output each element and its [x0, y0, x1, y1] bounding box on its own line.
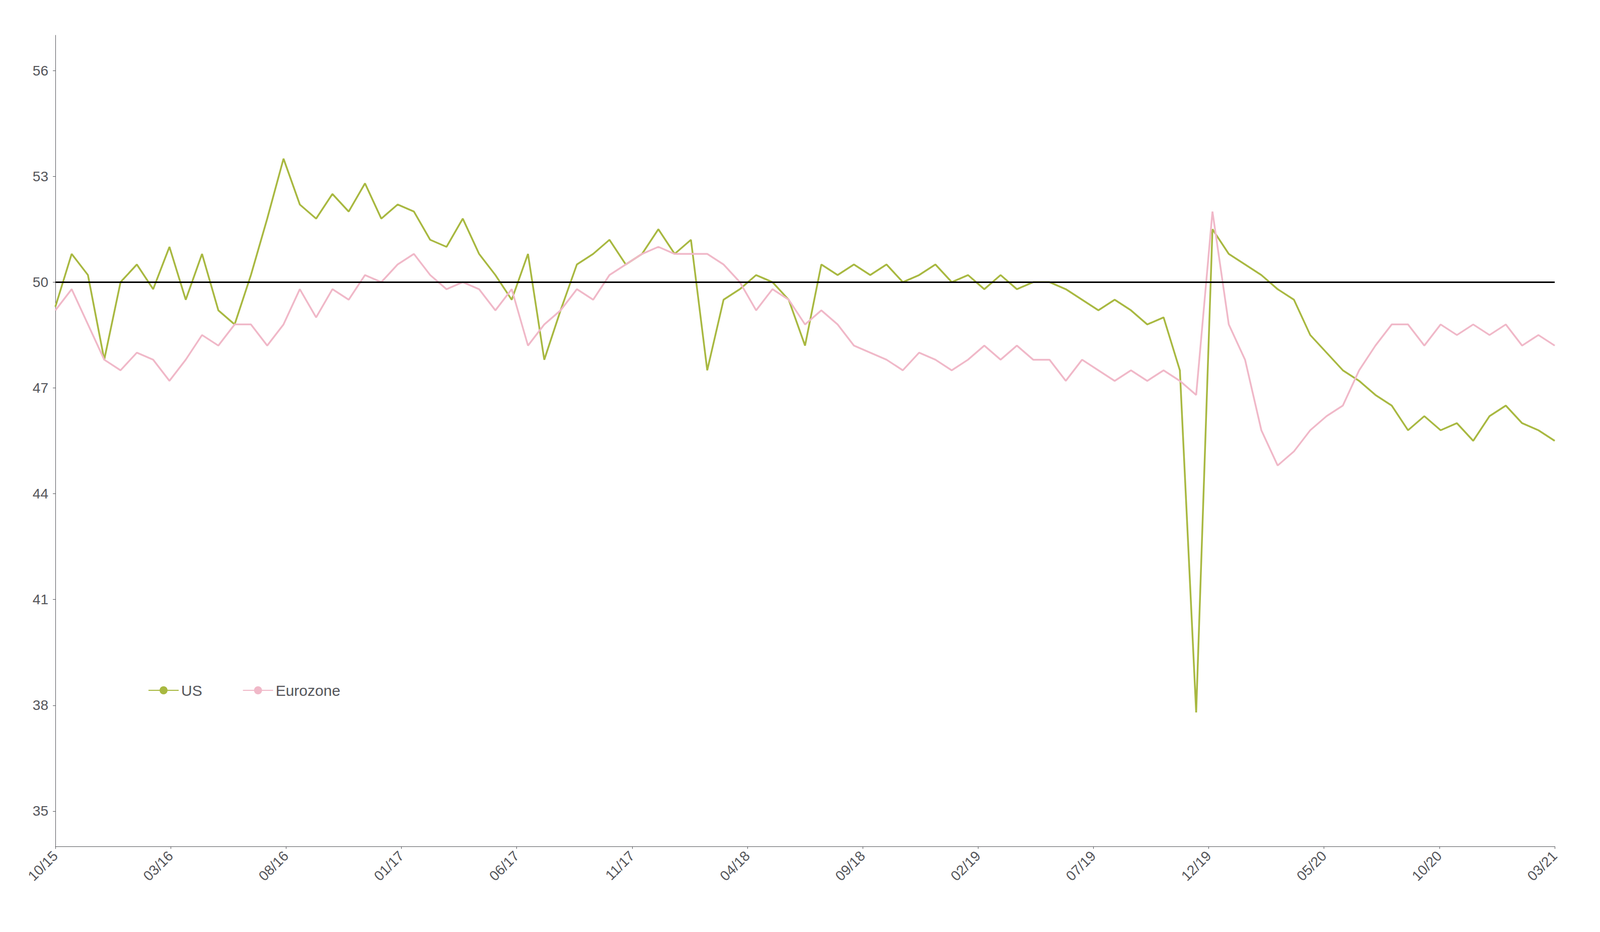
svg-text:44: 44	[32, 485, 49, 502]
svg-text:11/17: 11/17	[602, 847, 638, 883]
svg-text:56: 56	[32, 62, 49, 79]
svg-text:38: 38	[32, 697, 49, 713]
svg-text:06/17: 06/17	[486, 847, 522, 884]
svg-text:07/19: 07/19	[1062, 847, 1099, 884]
svg-text:08/16: 08/16	[255, 847, 292, 884]
svg-text:01/17: 01/17	[370, 847, 407, 884]
svg-text:04/18: 04/18	[716, 847, 753, 884]
svg-text:35: 35	[32, 802, 49, 819]
svg-text:US: US	[181, 681, 203, 699]
svg-text:03/21: 03/21	[1524, 847, 1561, 884]
svg-text:10/15: 10/15	[25, 847, 61, 884]
svg-text:10/20: 10/20	[1408, 847, 1445, 884]
svg-text:41: 41	[32, 591, 49, 607]
svg-text:Eurozone: Eurozone	[275, 681, 341, 699]
svg-text:03/16: 03/16	[140, 847, 177, 884]
svg-text:02/19: 02/19	[947, 847, 984, 884]
svg-text:50: 50	[32, 274, 49, 290]
svg-text:09/18: 09/18	[832, 847, 869, 884]
svg-text:05/20: 05/20	[1293, 847, 1330, 884]
svg-text:53: 53	[32, 168, 49, 185]
svg-text:47: 47	[32, 379, 49, 396]
svg-text:12/19: 12/19	[1178, 847, 1214, 884]
